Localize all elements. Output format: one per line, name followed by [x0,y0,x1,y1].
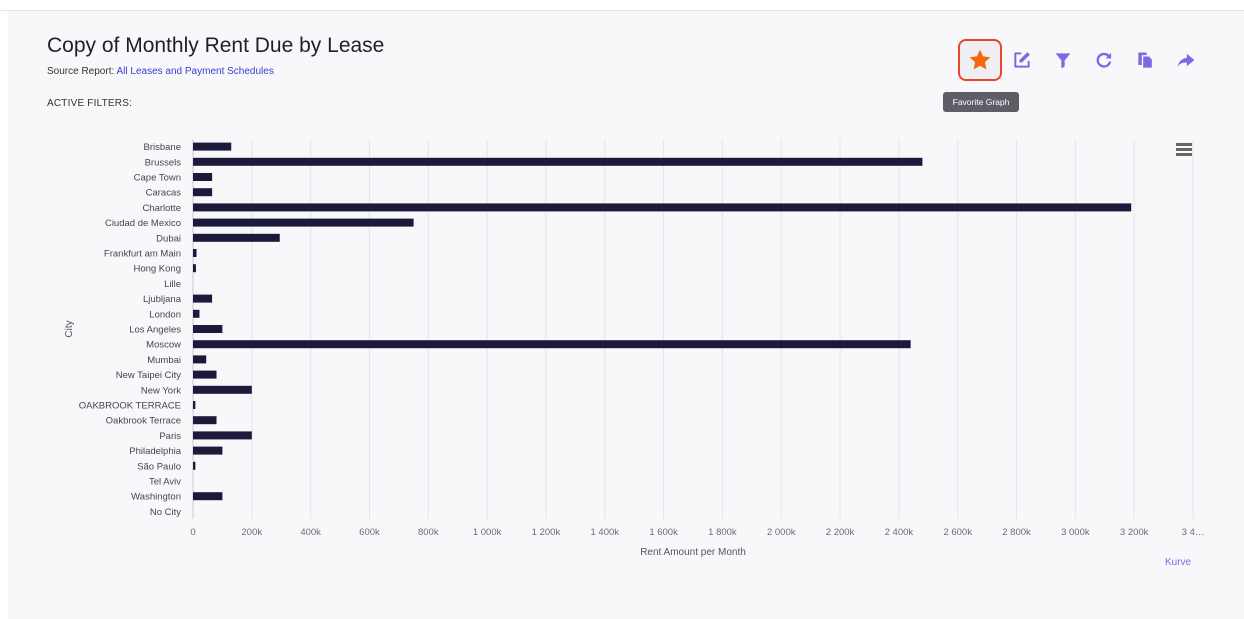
bar [193,233,280,242]
star-icon [969,49,991,70]
refresh-graph-button[interactable] [1084,40,1124,80]
y-category-label: Lille [164,279,181,290]
x-tick-label: 3 200k [1120,527,1149,538]
y-category-label: São Paulo [137,461,181,472]
bar [193,157,923,166]
y-category-label: New York [141,385,181,396]
bar [193,370,217,379]
x-tick-label: 2 400k [885,527,914,538]
bar [193,188,213,197]
x-tick-label: 0 [190,527,195,538]
bar [193,416,217,425]
y-category-label: Brisbane [144,142,182,153]
x-tick-label: 2 800k [1002,527,1031,538]
x-tick-label: 200k [242,527,263,538]
x-axis-title: Rent Amount per Month [640,547,746,558]
refresh-icon [1096,52,1112,68]
x-tick-label: 1 200k [532,527,561,538]
y-category-label: No City [150,507,181,518]
y-category-label: Oakbrook Terrace [106,416,181,427]
bar [193,325,223,333]
share-icon [1177,53,1195,68]
x-tick-label: 1 800k [708,527,737,538]
chart-panel [8,11,1244,619]
y-category-label: London [149,309,181,320]
filter-graph-button[interactable] [1043,40,1083,80]
bar [193,142,232,151]
bar [193,294,213,303]
x-tick-label: 1 000k [473,527,502,538]
bar [193,264,196,273]
chart-credit-link[interactable]: Kurve [1165,557,1192,568]
x-tick-label: 400k [300,527,321,538]
x-tick-label: 800k [418,527,439,538]
y-category-label: Ljubljana [143,294,182,305]
y-category-label: Brussels [145,157,182,168]
x-tick-label: 3 000k [1061,527,1090,538]
y-category-label: New Taipei City [116,370,182,381]
source-report-label: Source Report: [47,66,115,77]
edit-icon [1014,52,1030,68]
bar [193,249,197,257]
bar [193,385,252,394]
x-tick-label: 2 000k [767,527,796,538]
share-graph-button[interactable] [1166,40,1206,80]
y-category-label: Tel Aviv [149,477,181,488]
y-category-label: Mumbai [147,355,181,366]
bar [193,203,1132,212]
x-tick-label: 600k [359,527,380,538]
x-tick-label: 1 600k [649,527,678,538]
source-report-link[interactable]: All Leases and Payment Schedules [116,66,274,77]
graph-toolbar [958,39,1207,81]
y-category-label: Hong Kong [133,264,181,275]
bar [193,340,911,349]
active-filters-label: ACTIVE FILTERS: [47,98,133,109]
x-tick-label: 1 400k [590,527,619,538]
favorite-graph-tooltip: Favorite Graph [943,92,1019,112]
y-category-label: Washington [131,492,181,503]
bar [193,431,252,440]
x-tick-label: 2 600k [943,527,972,538]
bar [193,492,223,501]
source-report: Source Report: All Leases and Payment Sc… [47,66,274,77]
y-category-label: Moscow [146,340,181,351]
top-divider [0,10,1244,11]
bar [193,355,207,364]
bar [193,461,196,470]
y-category-label: Philadelphia [129,446,181,457]
favorite-graph-button[interactable] [958,39,1002,81]
y-axis-title: City [64,320,75,337]
bar [193,218,414,227]
copy-graph-button[interactable] [1125,40,1165,80]
y-category-label: Cape Town [134,173,181,184]
y-category-label: Caracas [146,188,182,199]
y-category-label: Ciudad de Mexico [105,218,181,229]
copy-icon [1138,52,1154,69]
y-category-label: OAKBROOK TERRACE [79,401,181,412]
x-tick-label: 3 4… [1182,527,1205,538]
bar [193,401,196,409]
y-category-label: Los Angeles [129,325,181,336]
y-category-label: Dubai [156,233,181,244]
chart-menu-icon[interactable] [1176,143,1192,157]
page-title: Copy of Monthly Rent Due by Lease [47,34,385,57]
x-tick-label: 2 200k [826,527,855,538]
y-category-label: Charlotte [142,203,181,214]
y-category-label: Frankfurt am Main [104,249,181,260]
bar [193,173,213,181]
bar [193,309,200,318]
edit-graph-button[interactable] [1002,40,1042,80]
y-category-label: Paris [159,431,181,442]
filter-icon [1055,53,1071,69]
bar [193,446,223,455]
